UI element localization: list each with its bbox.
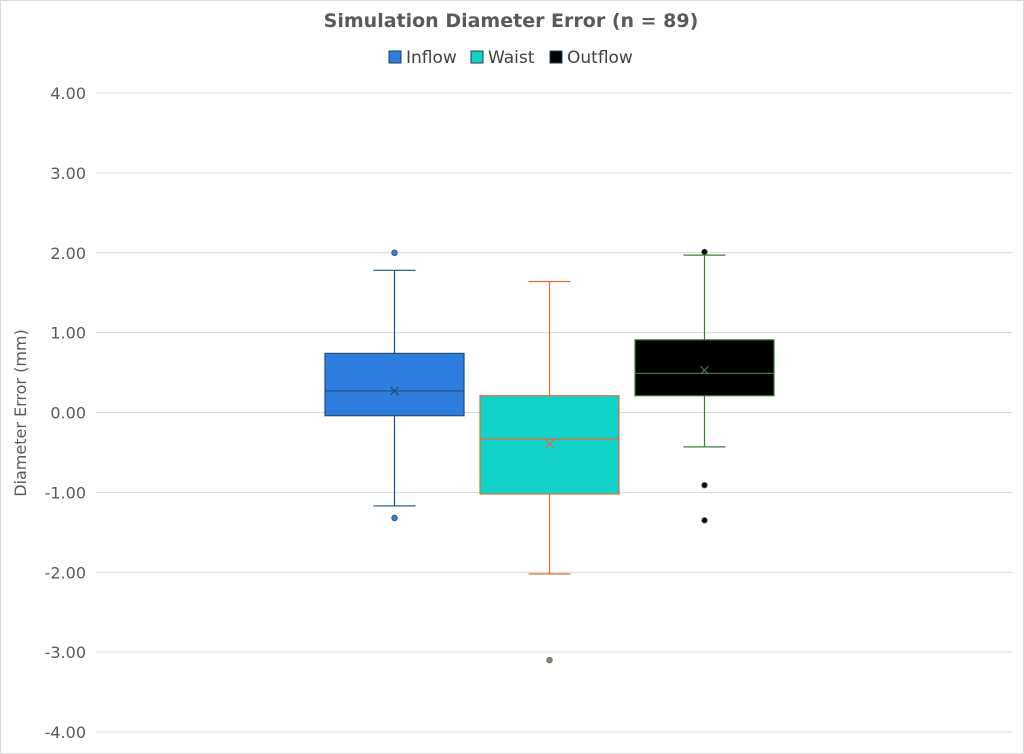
iqr-box <box>324 352 465 417</box>
boxes <box>324 248 775 664</box>
outlier-point <box>546 656 553 664</box>
mean-marker <box>390 386 399 396</box>
chart-title: Simulation Diameter Error (n = 89) <box>324 10 699 32</box>
y-tick-label: -1.00 <box>45 483 86 502</box>
y-tick-label: -3.00 <box>45 643 86 662</box>
legend-swatch-outflow <box>549 50 563 64</box>
legend-swatch-inflow <box>388 50 402 64</box>
y-tick-label: -4.00 <box>45 723 86 742</box>
outlier-point <box>391 514 398 522</box>
legend-swatch-waist <box>470 50 484 64</box>
iqr-box <box>634 339 775 397</box>
outlier-point <box>701 248 708 256</box>
legend-label-waist: Waist <box>488 48 535 68</box>
legend-label-outflow: Outflow <box>567 48 633 68</box>
iqr-box <box>479 395 620 495</box>
y-tick-label: 1.00 <box>50 324 86 343</box>
outlier-point <box>701 481 708 489</box>
y-tick-label: -2.00 <box>45 563 86 582</box>
mean-marker <box>700 365 709 375</box>
y-tick-label: 0.00 <box>50 404 86 423</box>
legend: Inflow Waist Outflow <box>388 48 633 68</box>
outlier-point <box>701 517 708 524</box>
y-tick-label: 2.00 <box>50 244 86 263</box>
box-waist <box>479 280 620 664</box>
mean-marker <box>545 439 554 449</box>
outlier-point <box>391 249 398 256</box>
box-outflow <box>634 248 775 524</box>
y-tick-label: 3.00 <box>50 164 86 183</box>
box-inflow <box>324 249 465 522</box>
y-axis-title: Diameter Error (mm) <box>11 329 30 497</box>
y-tick-label: 4.00 <box>50 84 86 103</box>
y-axis-ticks: 4.00 3.00 2.00 1.00 0.00 -1.00 -2.00 -3.00 -4.00 <box>45 84 86 742</box>
legend-label-inflow: Inflow <box>406 48 457 68</box>
